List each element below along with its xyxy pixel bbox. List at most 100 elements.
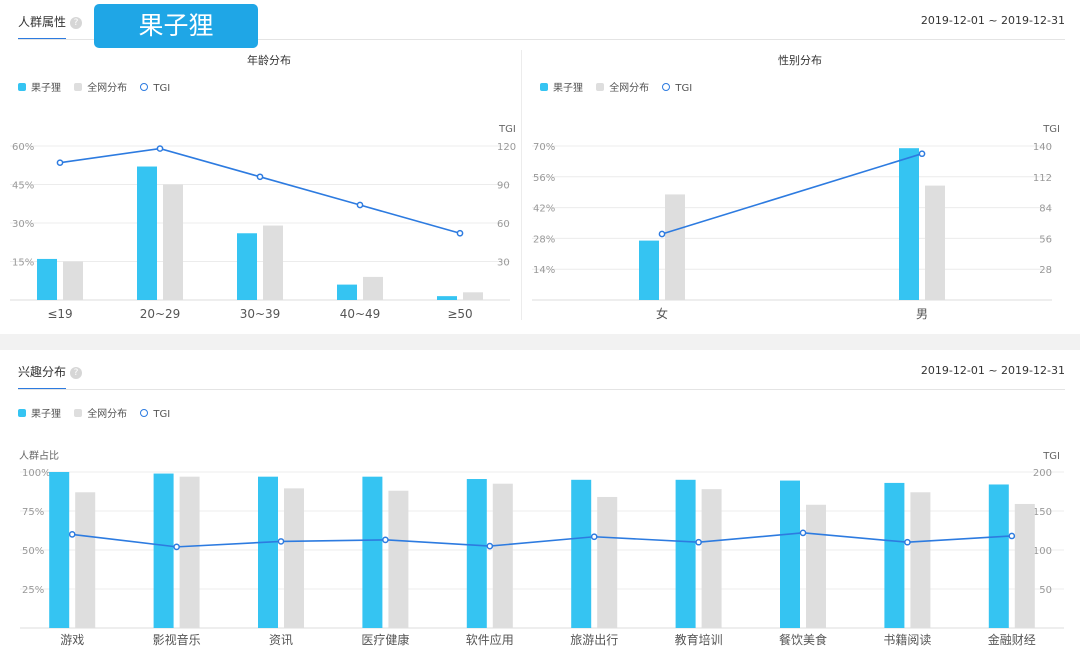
y-tick-label: 56% bbox=[533, 173, 555, 184]
y-tick-label: 42% bbox=[533, 204, 555, 215]
tgi-point bbox=[256, 173, 264, 181]
x-tick-label: 旅游出行 bbox=[570, 633, 618, 647]
bar-brand bbox=[153, 473, 174, 628]
help-icon[interactable]: ? bbox=[70, 17, 83, 29]
y2-tick-label: 56 bbox=[1039, 234, 1052, 245]
tab-label: 兴趣分布 bbox=[18, 365, 67, 379]
y-tick-label: 30% bbox=[12, 219, 34, 230]
section-divider bbox=[18, 389, 1065, 390]
legend-label: 全网分布 bbox=[609, 83, 650, 94]
y2-tick-label: 150 bbox=[1033, 507, 1052, 518]
y-tick-label: 50% bbox=[22, 546, 44, 557]
swatch-icon bbox=[540, 83, 548, 91]
bar-overall bbox=[910, 492, 931, 628]
bar-overall bbox=[179, 476, 200, 628]
tgi-point bbox=[1008, 532, 1016, 540]
tgi-point bbox=[904, 538, 911, 546]
bar-brand bbox=[675, 479, 696, 628]
legend-item-brand[interactable]: 果子狸 bbox=[18, 409, 61, 420]
legend-label: 果子狸 bbox=[31, 83, 61, 94]
tgi-line bbox=[72, 532, 1012, 548]
bar-brand bbox=[780, 480, 800, 628]
bar-brand bbox=[237, 233, 257, 300]
bar-brand bbox=[988, 484, 1009, 628]
tgi-point bbox=[590, 533, 598, 541]
legend-label: TGI bbox=[153, 83, 171, 94]
y-tick-label: 75% bbox=[22, 507, 44, 518]
y-tick-label: 25% bbox=[22, 585, 44, 596]
legend-item-overall[interactable]: 全网分布 bbox=[74, 83, 127, 94]
legend-item-tgi[interactable]: TGI bbox=[662, 83, 692, 94]
bar-brand bbox=[258, 476, 278, 628]
x-tick-label: 40~49 bbox=[340, 307, 381, 321]
circle-marker-icon bbox=[662, 83, 671, 91]
circle-marker-icon bbox=[140, 409, 149, 417]
x-tick-label: 教育培训 bbox=[675, 632, 723, 647]
y2-tick-label: 140 bbox=[1033, 142, 1052, 153]
x-tick-label: 医疗健康 bbox=[361, 632, 409, 647]
bar-overall bbox=[665, 194, 685, 300]
legend-item-overall[interactable]: 全网分布 bbox=[74, 409, 127, 420]
bar-brand bbox=[49, 472, 70, 628]
help-icon[interactable]: ? bbox=[70, 367, 83, 379]
circle-marker-icon bbox=[140, 83, 149, 91]
bar-brand bbox=[337, 284, 357, 300]
tgi-point bbox=[277, 538, 285, 545]
tgi-point bbox=[799, 529, 807, 537]
x-tick-label: 30~39 bbox=[240, 307, 281, 321]
swatch-icon bbox=[74, 409, 83, 417]
legend-label: 果子狸 bbox=[553, 83, 583, 94]
bar-brand bbox=[137, 166, 157, 300]
x-tick-label: 游戏 bbox=[60, 633, 84, 647]
tgi-point bbox=[356, 201, 364, 209]
y2-tick-label: 120 bbox=[497, 142, 516, 153]
tgi-point bbox=[918, 150, 926, 158]
y2-tick-label: 100 bbox=[1033, 546, 1052, 557]
x-tick-label: ≥50 bbox=[447, 307, 472, 321]
y-tick-label: 15% bbox=[12, 258, 34, 269]
bar-overall bbox=[75, 492, 96, 628]
chart-divider bbox=[521, 50, 522, 320]
tgi-line bbox=[661, 152, 923, 235]
tgi-point bbox=[695, 538, 702, 546]
x-tick-label: 书籍阅读 bbox=[883, 632, 931, 647]
x-tick-label: 女 bbox=[656, 306, 668, 321]
bar-overall bbox=[163, 184, 183, 300]
swatch-icon bbox=[18, 409, 26, 417]
y2-tick-label: 30 bbox=[497, 258, 510, 269]
y-axis-title: 人群占比 bbox=[19, 449, 59, 462]
y-tick-label: 28% bbox=[533, 234, 555, 245]
legend-item-brand[interactable]: 果子狸 bbox=[18, 83, 61, 94]
bar-overall bbox=[363, 276, 383, 300]
y2-tick-label: 112 bbox=[1033, 173, 1052, 184]
x-tick-label: 软件应用 bbox=[466, 632, 514, 647]
legend-item-brand[interactable]: 果子狸 bbox=[540, 83, 583, 94]
legend-item-tgi[interactable]: TGI bbox=[140, 83, 170, 94]
interest-legend: 果子狸 全网分布 TGI bbox=[18, 405, 180, 420]
gender-chart-title: 性别分布 bbox=[778, 54, 822, 67]
tgi-point bbox=[456, 229, 464, 237]
age-legend: 果子狸 全网分布 TGI bbox=[18, 79, 180, 94]
age-chart-title: 年龄分布 bbox=[247, 54, 291, 67]
date-range[interactable]: 2019-12-01 ~ 2019-12-31 bbox=[920, 364, 1065, 377]
y-tick-label: 60% bbox=[12, 142, 34, 153]
date-range[interactable]: 2019-12-01 ~ 2019-12-31 bbox=[920, 14, 1065, 27]
x-tick-label: 餐饮美食 bbox=[779, 632, 827, 647]
section-divider bbox=[18, 39, 1065, 40]
bar-overall bbox=[263, 225, 283, 300]
legend-item-overall[interactable]: 全网分布 bbox=[596, 83, 649, 94]
bar-overall bbox=[806, 504, 826, 628]
x-tick-label: 男 bbox=[916, 307, 928, 321]
y2-tick-label: 50 bbox=[1039, 585, 1052, 596]
swatch-icon bbox=[596, 83, 605, 91]
tgi-point bbox=[156, 145, 164, 152]
tgi-point bbox=[658, 230, 666, 238]
y2-tick-label: 84 bbox=[1039, 204, 1052, 215]
bar-brand bbox=[37, 258, 57, 300]
bar-overall bbox=[463, 292, 483, 300]
tgi-point bbox=[173, 543, 180, 551]
tgi-point bbox=[382, 536, 389, 544]
legend-item-tgi[interactable]: TGI bbox=[140, 409, 170, 420]
